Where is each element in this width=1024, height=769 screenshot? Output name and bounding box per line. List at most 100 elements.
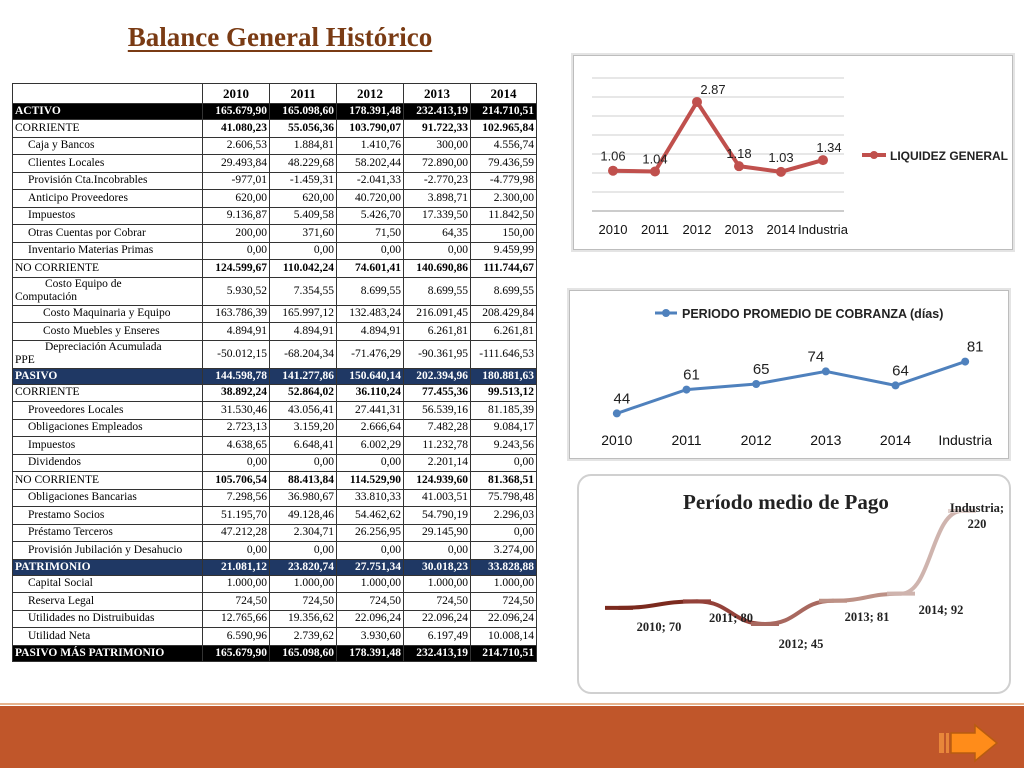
row-value: 43.056,41 bbox=[269, 401, 337, 420]
table-row: Costo Maquinaria y Equipo 163.786,39 165.9… bbox=[12, 304, 537, 323]
row-value: 41.003,51 bbox=[403, 488, 471, 507]
row-label: PASIVO bbox=[12, 367, 203, 385]
pago-chart-svg: Período medio de Pago 2010; 70 2011; 80 201… bbox=[605, 490, 1004, 651]
row-value: 144.598,78 bbox=[202, 367, 270, 385]
row-value: 49.128,46 bbox=[269, 506, 337, 525]
row-value: 58.202,44 bbox=[336, 154, 404, 173]
row-value: 48.229,68 bbox=[269, 154, 337, 173]
row-value: 6.261,81 bbox=[470, 322, 537, 341]
table-row: Obligaciones Bancarias 7.298,56 36.980,67 3… bbox=[12, 488, 537, 507]
row-value: 6.590,96 bbox=[202, 627, 270, 646]
table-row: Préstamo Terceros 47.212,28 2.304,71 26.256… bbox=[12, 523, 537, 542]
row-label: Impuestos bbox=[12, 206, 203, 225]
row-value: 21.081,12 bbox=[202, 558, 270, 576]
row-value: 1.884,81 bbox=[269, 136, 337, 155]
row-value: 200,00 bbox=[202, 224, 270, 243]
row-value: 0,00 bbox=[269, 541, 337, 560]
row-label: Caja y Bancos bbox=[12, 136, 203, 155]
x-tick-label: 2012 bbox=[741, 432, 772, 448]
year-header: 2013 bbox=[403, 83, 471, 104]
row-value: 2.304,71 bbox=[269, 523, 337, 542]
row-value: 41.080,23 bbox=[202, 119, 270, 138]
row-value: 111.744,67 bbox=[470, 259, 537, 278]
row-value: 178.391,48 bbox=[336, 644, 404, 662]
x-tick-label: 2010 bbox=[599, 222, 628, 237]
row-value: -2.770,23 bbox=[403, 171, 471, 190]
row-value: 216.091,45 bbox=[403, 304, 471, 323]
row-label: Prestamo Socios bbox=[12, 506, 203, 525]
row-value: 10.008,14 bbox=[470, 627, 537, 646]
row-label: Capital Social bbox=[12, 574, 203, 593]
cobranza-chart-svg: PERIODO PROMEDIO DE COBRANZA (días) 44 201… bbox=[601, 307, 992, 448]
row-value: 300,00 bbox=[403, 136, 471, 155]
data-point bbox=[961, 357, 970, 366]
row-value: 0,00 bbox=[336, 453, 404, 472]
row-value: 724,50 bbox=[202, 592, 270, 611]
row-value: 56.539,16 bbox=[403, 401, 471, 420]
series-segment bbox=[899, 509, 964, 596]
row-value: 620,00 bbox=[202, 189, 270, 208]
table-header-row: 2010 2011 2012 2013 2014 bbox=[12, 83, 537, 104]
table-row: Inventario Materias Primas 0,00 0,00 0,00 0,… bbox=[12, 241, 537, 260]
row-value: 2.201,14 bbox=[403, 453, 471, 472]
row-label: CORRIENTE bbox=[12, 383, 203, 402]
row-label: Reserva Legal bbox=[12, 592, 203, 611]
table-row: Anticipo Proveedores 620,00 620,00 40.720,0… bbox=[12, 189, 537, 208]
footer-bar bbox=[0, 706, 1024, 768]
row-value: 9.459,99 bbox=[470, 241, 537, 260]
data-label: 1.18 bbox=[726, 146, 751, 161]
data-label: 44 bbox=[613, 390, 630, 407]
row-label: ACTIVO bbox=[12, 103, 203, 120]
row-label: Costo Maquinaria y Equipo bbox=[12, 304, 203, 323]
row-value: 54.462,62 bbox=[336, 506, 404, 525]
row-value: 9.136,87 bbox=[202, 206, 270, 225]
row-label-line2: Computación bbox=[15, 291, 77, 303]
row-value: 150,00 bbox=[470, 224, 537, 243]
data-label: 2010; 70 bbox=[637, 620, 682, 634]
data-label: 64 bbox=[892, 362, 909, 379]
row-value: -977,01 bbox=[202, 171, 270, 190]
page-title: Balance General Histórico bbox=[127, 22, 433, 52]
row-value: 4.894,91 bbox=[202, 322, 270, 341]
year-header: 2011 bbox=[269, 83, 337, 104]
table-row: NO CORRIENTE 124.599,67 110.042,24 74.601,4… bbox=[12, 259, 537, 278]
row-value: 26.256,95 bbox=[336, 523, 404, 542]
row-value: 36.980,67 bbox=[269, 488, 337, 507]
row-value: 2.666,64 bbox=[336, 418, 404, 437]
row-value: 114.529,90 bbox=[336, 471, 404, 490]
row-value: 6.197,49 bbox=[403, 627, 471, 646]
row-value: 51.195,70 bbox=[202, 506, 270, 525]
row-value: 0,00 bbox=[269, 453, 337, 472]
row-label-line1: Depreciación Acumulada bbox=[45, 341, 162, 353]
data-point bbox=[692, 96, 702, 107]
row-value: 30.018,23 bbox=[403, 558, 471, 576]
row-value: 11.842,50 bbox=[470, 206, 537, 225]
row-label: Depreciación Acumulada PPE bbox=[12, 339, 203, 369]
table-row: Obligaciones Empleados 2.723,13 3.159,20 2.… bbox=[12, 418, 537, 437]
row-value: 0,00 bbox=[202, 241, 270, 260]
table-row: Utilidad Neta 6.590,96 2.739,62 3.930,60 6.1… bbox=[12, 627, 537, 646]
row-value: 6.261,81 bbox=[403, 322, 471, 341]
row-label: Utilidad Neta bbox=[12, 627, 203, 646]
table-row: Depreciación Acumulada PPE -50.012,15 -68.2… bbox=[12, 339, 537, 369]
year-header: 2014 bbox=[470, 83, 537, 104]
row-value: 3.274,00 bbox=[470, 541, 537, 560]
data-label: 2.87 bbox=[700, 82, 725, 97]
row-value: 0,00 bbox=[202, 541, 270, 560]
row-value: 0,00 bbox=[336, 541, 404, 560]
data-label-line: 220 bbox=[968, 517, 987, 531]
row-value: 165.098,60 bbox=[269, 644, 337, 662]
row-value: 8.699,55 bbox=[403, 276, 471, 306]
row-value: 180.881,63 bbox=[470, 367, 537, 385]
liquidez-chart: 1.06 2010 1.04 2011 2.87 2012 1.18 2013 1.03 2014… bbox=[573, 55, 1013, 250]
row-value: 1.000,00 bbox=[202, 574, 270, 593]
row-label: PASIVO MÁS PATRIMONIO bbox=[12, 644, 203, 662]
table-row: CORRIENTE 41.080,23 55.056,36 103.790,07 91.… bbox=[12, 119, 537, 138]
row-value: 55.056,36 bbox=[269, 119, 337, 138]
row-value: 110.042,24 bbox=[269, 259, 337, 278]
next-slide-button[interactable] bbox=[937, 722, 999, 764]
row-value: 7.482,28 bbox=[403, 418, 471, 437]
row-value: 7.298,56 bbox=[202, 488, 270, 507]
row-value: 371,60 bbox=[269, 224, 337, 243]
data-point bbox=[821, 367, 830, 376]
